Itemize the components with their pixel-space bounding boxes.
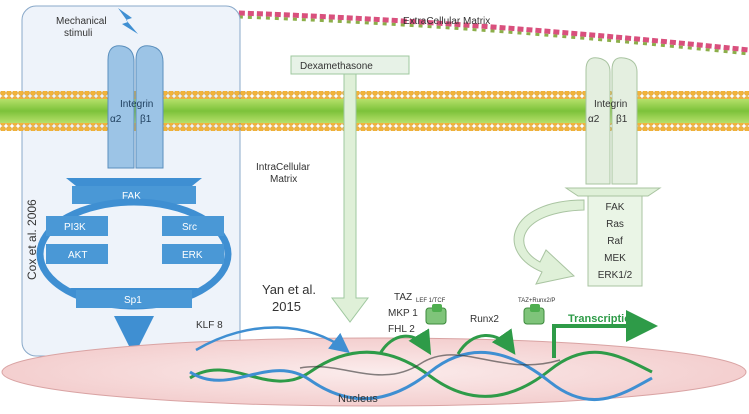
taz-runx2-label: TAZ+Runx2/P <box>518 298 555 304</box>
taz-label: TAZ <box>394 292 412 303</box>
right-pathway-item: Raf <box>607 236 623 247</box>
taz-arrow <box>378 328 432 356</box>
akt-label: AKT <box>68 250 87 261</box>
lef-label: LEF 1/TCF <box>416 298 446 304</box>
right-pathway: FAK Ras Raf MEK ERK1/2 <box>513 187 662 287</box>
right-pathway-item: MEK <box>604 253 626 264</box>
right-integrin: Integrin α2 β1 <box>585 57 638 185</box>
right-pathway-item: FAK <box>606 202 625 213</box>
dexamethasone-arrow <box>331 73 369 323</box>
right-integrin-title: Integrin <box>594 99 627 110</box>
taz-runx2-complex-icon <box>523 304 545 325</box>
right-pathway-item: ERK1/2 <box>598 270 633 281</box>
klf8-label: KLF 8 <box>196 320 223 331</box>
left-integrin-alpha: α2 <box>110 114 122 125</box>
icm-label-1: IntraCellular <box>256 162 311 173</box>
pi3k-label: PI3K <box>64 222 86 233</box>
left-pathway: FAK PI3K AKT Src ERK Sp1 <box>36 178 232 356</box>
fhl2-label: FHL 2 <box>388 324 415 335</box>
left-integrin: Integrin α2 β1 <box>107 45 164 169</box>
svg-text:stimuli: stimuli <box>64 28 92 39</box>
mkp1-label: MKP 1 <box>388 308 418 319</box>
runx2-arrow <box>456 328 516 355</box>
right-integrin-alpha: α2 <box>588 114 600 125</box>
right-pathway-item: Ras <box>606 219 624 230</box>
mechanical-stimuli-label: Mechanical <box>56 16 107 27</box>
right-curved-arrow <box>513 199 585 285</box>
dexamethasone-label: Dexamethasone <box>300 61 373 72</box>
dna-helix <box>189 350 653 402</box>
lef-complex-icon <box>425 304 447 325</box>
left-integrin-beta: β1 <box>140 114 152 125</box>
nucleus-label: Nucleus <box>338 393 378 405</box>
icm-label-2: Matrix <box>270 174 297 185</box>
cox-label: Cox et al. 2006 <box>25 199 39 280</box>
transcription-label: Transcription <box>568 313 638 325</box>
src-label: Src <box>182 222 197 233</box>
yan-label-2: 2015 <box>272 299 301 314</box>
fak-label: FAK <box>122 191 141 202</box>
sp1-label: Sp1 <box>124 295 142 306</box>
mechanical-stimuli-label-2: stimuli <box>64 28 92 39</box>
runx2-label: Runx2 <box>470 314 499 325</box>
klf8-arrow <box>195 326 350 354</box>
yan-label-1: Yan et al. <box>262 282 316 297</box>
erk-label: ERK <box>182 250 203 261</box>
left-integrin-title: Integrin <box>120 99 153 110</box>
right-integrin-beta: β1 <box>616 114 628 125</box>
transcription-arrow <box>552 310 658 358</box>
ecm-label: ExtraCellular Matrix <box>403 16 490 27</box>
lightning-icon <box>118 8 138 34</box>
right-pathway-list: FAK Ras Raf MEK ERK1/2 <box>598 202 633 281</box>
